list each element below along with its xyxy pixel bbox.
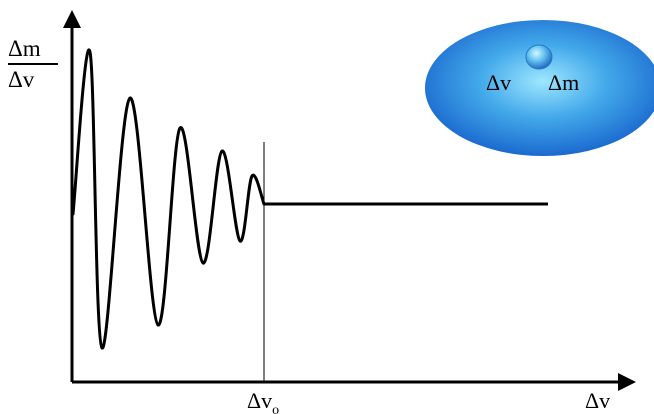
y-label-denominator: Δv: [8, 67, 35, 92]
inset-ellipse: [425, 20, 654, 156]
x-label: Δv: [585, 388, 610, 413]
y-axis-arrowhead: [63, 10, 81, 28]
threshold-label-subscript: o: [272, 403, 279, 414]
threshold-label: Δvo: [247, 388, 279, 414]
y-label-numerator: Δm: [8, 36, 41, 61]
oscillation-curve: [71, 48, 266, 350]
inset-sphere: [525, 44, 553, 70]
threshold-label-base: Δv: [247, 388, 272, 413]
x-axis-arrowhead: [618, 373, 636, 391]
inset-illustration: Δv Δm: [425, 20, 654, 156]
inset-label-left: Δv: [486, 70, 511, 95]
inset-label-right: Δm: [548, 70, 579, 95]
